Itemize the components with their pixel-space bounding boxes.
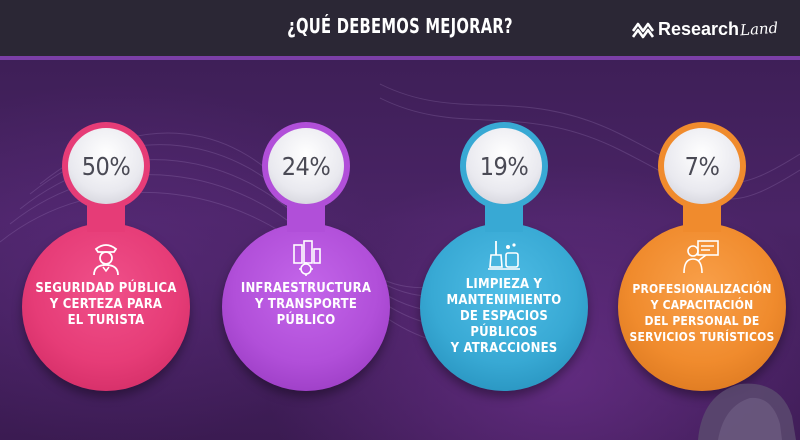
category-disc: INFRAESTRUCTURA Y TRANSPORTE PÚBLICO — [222, 223, 390, 391]
logo-chevrons-icon — [632, 22, 654, 39]
category-label: PROFESIONALIZACIÓN Y CAPACITACIÓN DEL PE… — [618, 281, 786, 345]
label-line: SEGURIDAD PÚBLICA — [35, 281, 177, 296]
person-silhouette — [698, 383, 796, 440]
label-line: Y CAPACITACIÓN — [650, 298, 754, 312]
percent-badge: 24% — [268, 128, 344, 204]
card-profesionalizacion: 7% PROFESIONALIZACIÓN Y CAPACITACIÓN DEL… — [618, 122, 786, 440]
brand-name: Research — [658, 18, 740, 39]
cleaning-supplies-icon — [488, 241, 520, 270]
card-limpieza: 19% LIMPIEZA Y MANTENIMIENTO DE ESPACIOS… — [420, 122, 588, 440]
percent-value: 19% — [479, 151, 529, 181]
label-line: Y CERTEZA PARA — [49, 297, 163, 312]
brand-logo: Research Land — [632, 16, 779, 42]
category-disc: LIMPIEZA Y MANTENIMIENTO DE ESPACIOS PÚB… — [420, 223, 588, 391]
label-line: EL TURISTA — [67, 313, 145, 328]
label-line: DEL PERSONAL DE — [644, 314, 760, 328]
percent-badge: 19% — [466, 128, 542, 204]
city-buildings-gear-icon — [293, 240, 321, 276]
page-title: ¿QUÉ DEBEMOS MEJORAR? — [287, 14, 513, 38]
label-line: MANTENIMIENTO — [446, 293, 562, 308]
header-bar: ¿QUÉ DEBEMOS MEJORAR? Research Land — [0, 0, 800, 60]
brand-script: Land — [739, 18, 779, 40]
trainer-presentation-icon — [683, 240, 719, 274]
police-officer-icon — [93, 244, 119, 276]
label-line: Y ATRACCIONES — [450, 341, 558, 356]
label-line: INFRAESTRUCTURA — [240, 281, 372, 296]
category-disc: SEGURIDAD PÚBLICA Y CERTEZA PARA EL TURI… — [22, 223, 190, 391]
category-label: LIMPIEZA Y MANTENIMIENTO DE ESPACIOS PÚB… — [420, 277, 588, 357]
category-disc: PROFESIONALIZACIÓN Y CAPACITACIÓN DEL PE… — [618, 223, 786, 391]
percent-value: 50% — [81, 151, 131, 181]
label-line: Y TRANSPORTE — [254, 297, 358, 312]
label-line: PÚBLICO — [276, 313, 336, 328]
card-seguridad: 50% SEGURIDAD PÚBLICA Y CERTEZA PARA EL … — [22, 122, 190, 440]
label-line: SERVICIOS TURÍSTICOS — [629, 330, 775, 344]
category-label: SEGURIDAD PÚBLICA Y CERTEZA PARA EL TURI… — [22, 281, 190, 329]
percent-badge: 7% — [664, 128, 740, 204]
percent-badge: 50% — [68, 128, 144, 204]
category-label: INFRAESTRUCTURA Y TRANSPORTE PÚBLICO — [222, 281, 390, 329]
label-line: LIMPIEZA Y — [465, 277, 543, 292]
percent-value: 7% — [684, 151, 720, 181]
card-infraestructura: 24% INFRAESTRUCTURA Y TRANSPORTE PÚBLICO — [222, 122, 390, 440]
label-line: PROFESIONALIZACIÓN — [632, 282, 772, 296]
percent-value: 24% — [281, 151, 331, 181]
label-line: DE ESPACIOS — [459, 309, 549, 324]
label-line: PÚBLICOS — [470, 325, 538, 340]
